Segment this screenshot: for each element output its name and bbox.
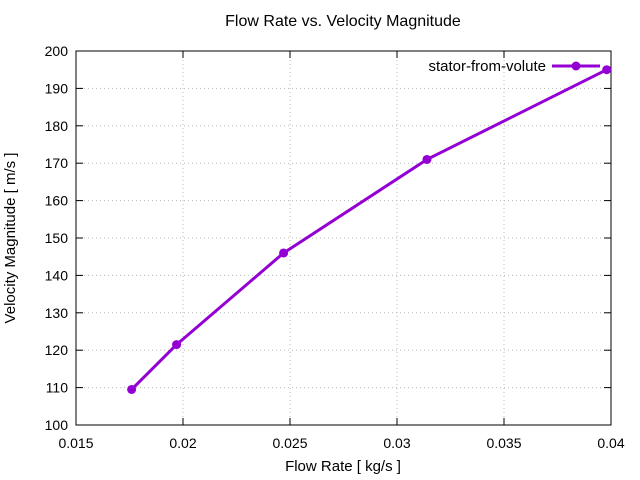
data-point [422, 154, 432, 164]
y-axis-label: Velocity Magnitude [ m/s ] [2, 153, 19, 324]
y-tick-label: 160 [45, 193, 69, 209]
data-point [127, 384, 137, 394]
legend-marker [571, 61, 581, 71]
y-tick-label: 110 [46, 380, 69, 396]
x-tick-label: 0.025 [272, 435, 307, 451]
x-tick-label: 0.02 [169, 435, 196, 451]
legend: stator-from-volute [428, 58, 600, 75]
y-tick-label: 170 [45, 155, 69, 171]
y-tick-label: 130 [45, 305, 69, 321]
x-tick-label: 0.03 [383, 435, 410, 451]
series-stator-from-volute [127, 65, 612, 394]
data-point [172, 340, 182, 350]
x-tick-label: 0.035 [486, 435, 521, 451]
y-tick-label: 200 [45, 43, 69, 59]
y-tick-labels: 100 110 120 130 140 150 160 170 180 190 200 [45, 43, 69, 433]
x-tick-label: 0.015 [58, 435, 93, 451]
y-tick-label: 120 [45, 342, 69, 358]
x-tick-label: 0.04 [597, 435, 624, 451]
y-tick-label: 180 [45, 118, 69, 134]
x-axis-label: Flow Rate [ kg/s ] [285, 458, 401, 475]
legend-label: stator-from-volute [428, 58, 546, 75]
chart-title: Flow Rate vs. Velocity Magnitude [225, 13, 461, 30]
y-tick-label: 100 [45, 417, 69, 433]
y-tick-label: 190 [45, 80, 69, 96]
data-point [279, 248, 289, 258]
axis-ticks [75, 50, 612, 426]
y-tick-label: 150 [45, 230, 69, 246]
series-line [130, 68, 609, 391]
y-tick-label: 140 [45, 267, 69, 283]
data-point [602, 65, 612, 75]
x-tick-labels: 0.015 0.02 0.025 0.03 0.035 0.04 [58, 435, 624, 451]
